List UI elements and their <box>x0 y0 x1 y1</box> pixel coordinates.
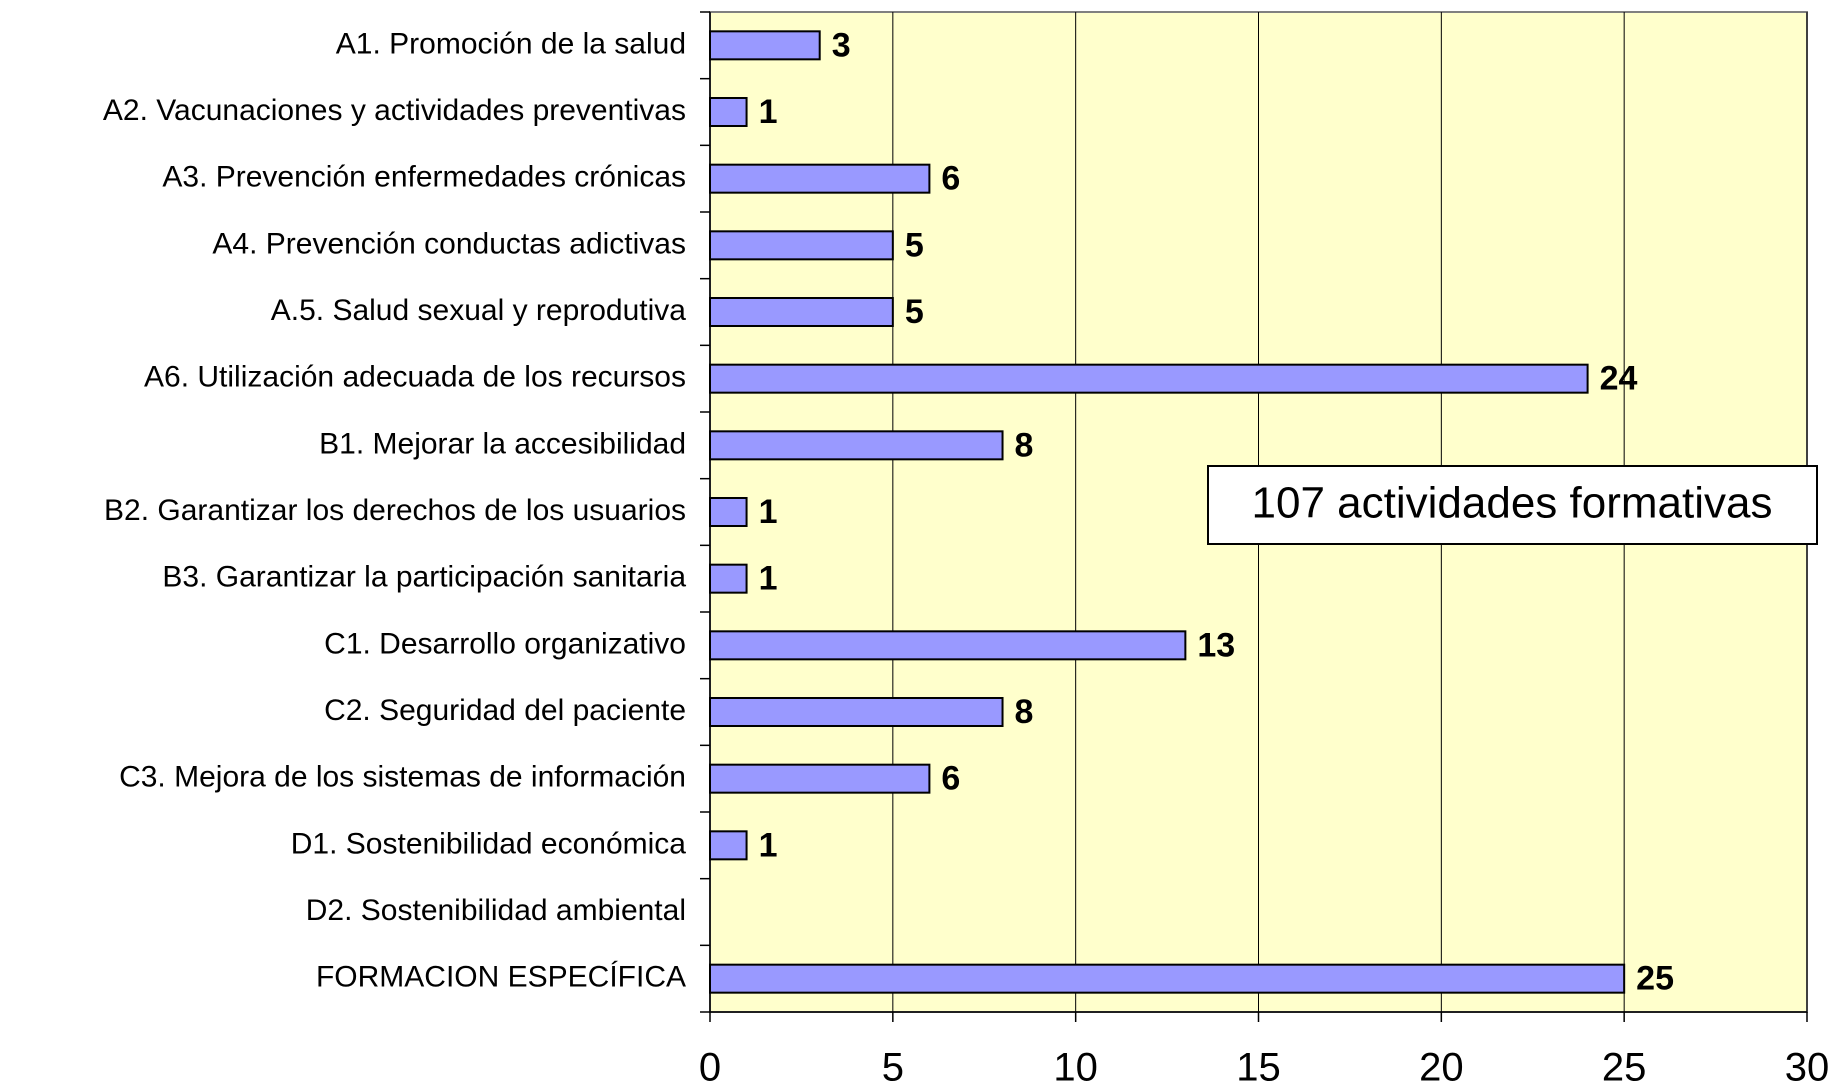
x-tick-label: 10 <box>1053 1046 1098 1085</box>
annotation-box <box>1207 465 1818 545</box>
y-tick-label: A1. Promoción de la salud <box>336 27 686 60</box>
value-label: 6 <box>941 760 960 798</box>
value-label: 8 <box>1015 426 1034 464</box>
x-tick-label: 25 <box>1602 1046 1647 1085</box>
value-label: 1 <box>759 493 778 531</box>
x-tick-label: 20 <box>1419 1046 1464 1085</box>
y-tick-label: A6. Utilización adecuada de los recursos <box>144 361 686 394</box>
value-label: 24 <box>1600 360 1638 398</box>
value-label: 25 <box>1636 960 1674 998</box>
y-tick-label: C1. Desarrollo organizativo <box>324 627 686 660</box>
bar <box>709 630 1187 661</box>
bar <box>709 830 748 861</box>
value-label: 1 <box>759 560 778 598</box>
y-tick-label: A4. Prevención conductas adictivas <box>212 227 686 260</box>
bar <box>709 963 1626 994</box>
annotation: 107 actividades formativas <box>1252 479 1773 528</box>
y-tick-label: C2. Seguridad del paciente <box>324 694 686 727</box>
x-tick-label: 15 <box>1236 1046 1281 1085</box>
y-tick-label: D1. Sostenibilidad económica <box>291 827 687 860</box>
y-tick-label: C3. Mejora de los sistemas de informació… <box>119 761 686 794</box>
x-tick-label: 0 <box>699 1046 721 1085</box>
bar <box>709 163 931 194</box>
y-tick-label: D2. Sostenibilidad ambiental <box>306 894 686 927</box>
bar <box>709 763 931 794</box>
y-tick-label: B1. Mejorar la accesibilidad <box>319 427 686 460</box>
x-tick-label: 5 <box>882 1046 904 1085</box>
bar <box>709 430 1004 461</box>
value-label: 8 <box>1015 693 1034 731</box>
bar <box>709 97 748 127</box>
y-tick-label: FORMACION ESPECÍFICA <box>316 961 686 994</box>
value-label: 6 <box>941 160 960 198</box>
value-label: 1 <box>759 93 778 131</box>
value-label: 5 <box>905 226 924 264</box>
x-tick-label: 30 <box>1785 1046 1830 1085</box>
y-tick-label: A3. Prevención enfermedades crónicas <box>162 161 686 194</box>
bar <box>709 30 821 61</box>
bar <box>709 497 748 527</box>
y-tick-label: B2. Garantizar los derechos de los usuar… <box>104 494 686 527</box>
bar <box>709 230 894 261</box>
bar <box>709 697 1004 727</box>
value-label: 5 <box>905 293 924 331</box>
y-tick-label: A2. Vacunaciones y actividades preventiv… <box>103 94 686 127</box>
value-label: 3 <box>832 26 851 64</box>
bar <box>709 563 748 594</box>
value-label: 1 <box>759 826 778 864</box>
bar <box>709 297 894 327</box>
bar <box>709 363 1589 394</box>
y-tick-label: A.5. Salud sexual y reprodutiva <box>271 294 687 327</box>
value-label: 13 <box>1197 626 1235 664</box>
y-tick-label: B3. Garantizar la participación sanitari… <box>162 561 686 594</box>
